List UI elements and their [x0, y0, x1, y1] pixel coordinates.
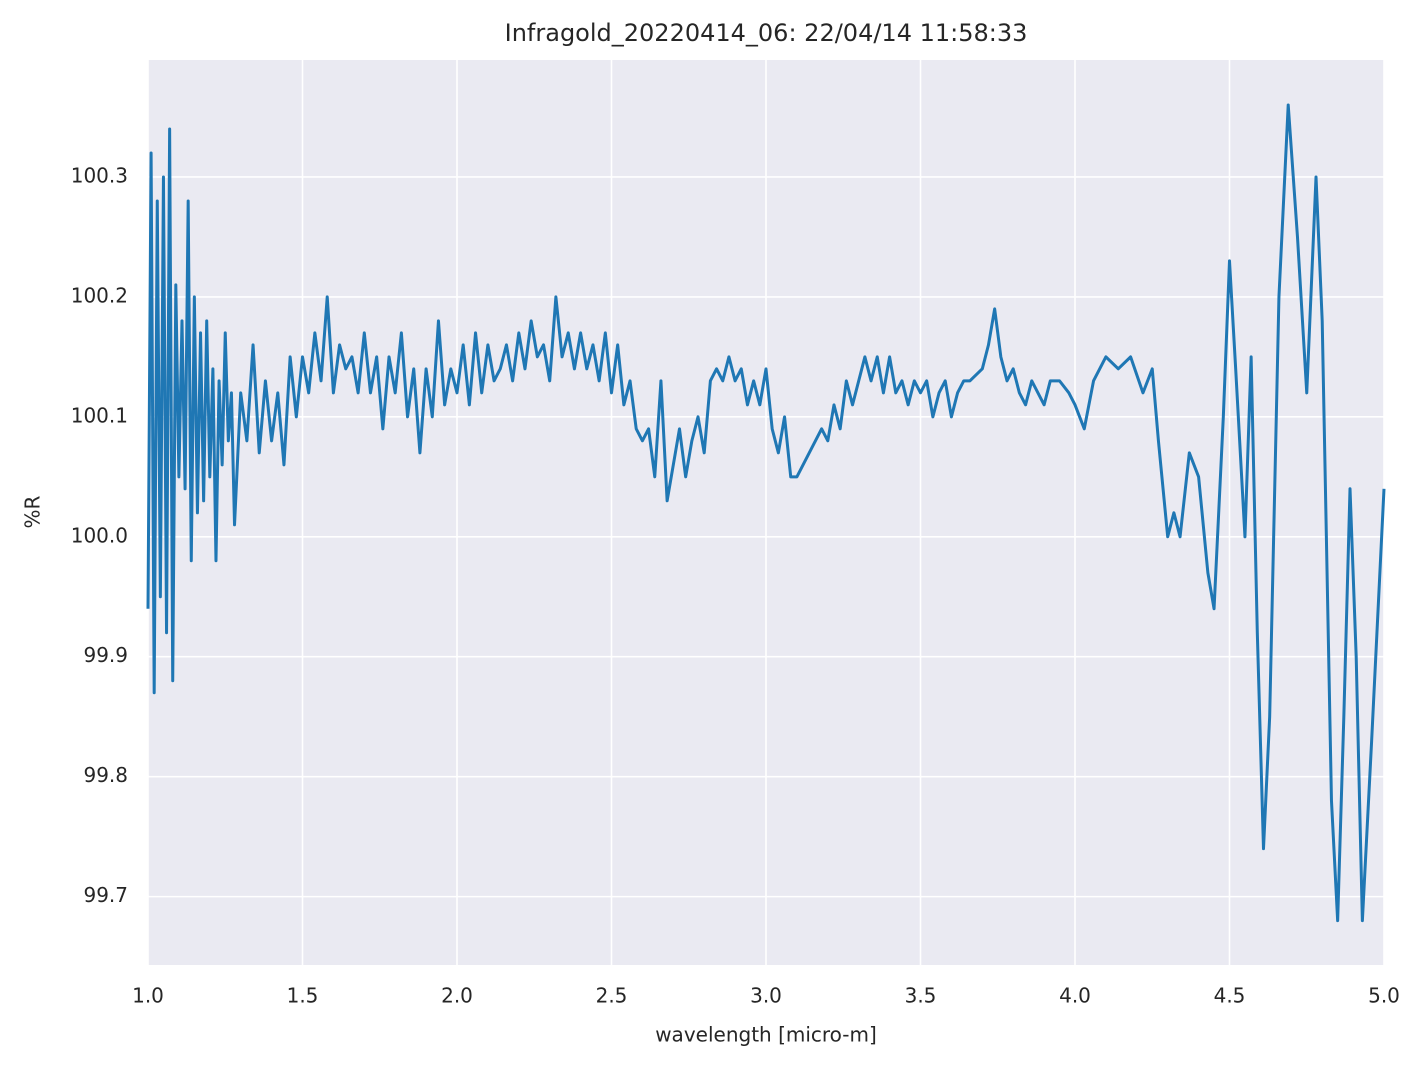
x-tick-label: 1.0 — [132, 984, 164, 1008]
y-tick-label: 100.2 — [71, 283, 128, 307]
x-tick-label: 4.0 — [1059, 984, 1091, 1008]
data-line — [146, 103, 1386, 923]
x-tick-label: 5.0 — [1368, 984, 1400, 1008]
x-tick-label: 4.5 — [1214, 984, 1246, 1008]
y-tick-label: 99.8 — [83, 763, 128, 787]
y-tick-label: 100.3 — [71, 163, 128, 187]
x-tick-label: 3.0 — [750, 984, 782, 1008]
x-tick-label: 2.5 — [596, 984, 628, 1008]
y-tick-label: 100.0 — [71, 523, 128, 547]
x-tick-label: 1.5 — [287, 984, 319, 1008]
y-tick-label: 99.7 — [83, 883, 128, 907]
y-tick-label: 99.9 — [83, 643, 128, 667]
x-tick-label: 2.0 — [441, 984, 473, 1008]
chart-title: Infragold_20220414_06: 22/04/14 11:58:33 — [505, 19, 1028, 47]
x-tick-label: 3.5 — [905, 984, 937, 1008]
y-axis-label: %R — [21, 495, 45, 528]
y-tick-label: 100.1 — [71, 403, 128, 427]
x-axis-label: wavelength [micro-m] — [655, 1023, 877, 1047]
